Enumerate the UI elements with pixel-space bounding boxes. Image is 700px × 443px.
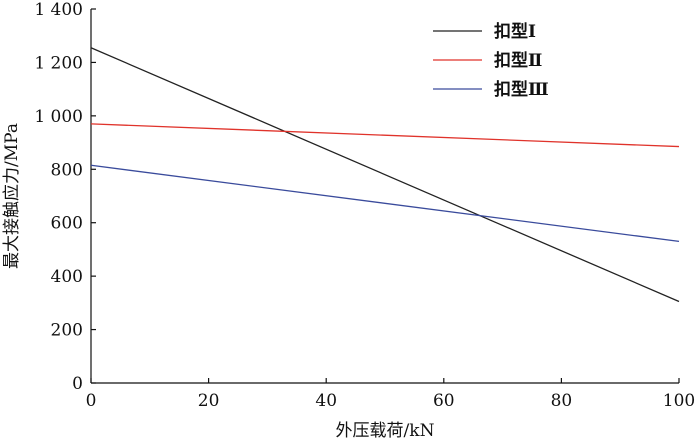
series-lines: [90, 47, 680, 303]
legend-label: 扣型Ⅱ: [494, 50, 542, 71]
series-line-3: [90, 164, 680, 243]
y-tick-label: 600: [51, 214, 83, 234]
x-tick-label: 80: [551, 391, 573, 411]
y-axis-title: 最大接触应力/MPa: [2, 123, 22, 269]
y-tick-label: 200: [51, 321, 83, 341]
x-tick-label: 40: [315, 391, 337, 411]
x-axis-title: 外压载荷/kN: [336, 421, 435, 441]
y-tick-label: 400: [51, 267, 83, 287]
y-tick-label: 800: [51, 160, 83, 180]
series-line-1: [90, 47, 680, 303]
x-tick-label: 100: [663, 391, 695, 411]
x-tick-label: 0: [86, 391, 97, 411]
series-line-2: [90, 123, 680, 148]
x-tick-label: 20: [198, 391, 220, 411]
y-tick-label: 1 200: [34, 53, 83, 73]
legend-label: 扣型Ⅲ: [494, 79, 549, 100]
y-tick-label: 1 000: [34, 107, 83, 127]
y-tick-label: 1 400: [34, 0, 83, 20]
axes: [90, 9, 679, 384]
legend: 扣型Ⅰ 扣型Ⅱ 扣型Ⅲ: [433, 21, 549, 100]
y-ticks: 0 200 400 600 800 1 000 1 200 1 400: [34, 0, 96, 394]
legend-label: 扣型Ⅰ: [494, 21, 536, 42]
x-ticks: 0 20 40 60 80 100: [86, 378, 695, 411]
x-tick-label: 60: [433, 391, 455, 411]
y-tick-label: 0: [72, 374, 83, 394]
